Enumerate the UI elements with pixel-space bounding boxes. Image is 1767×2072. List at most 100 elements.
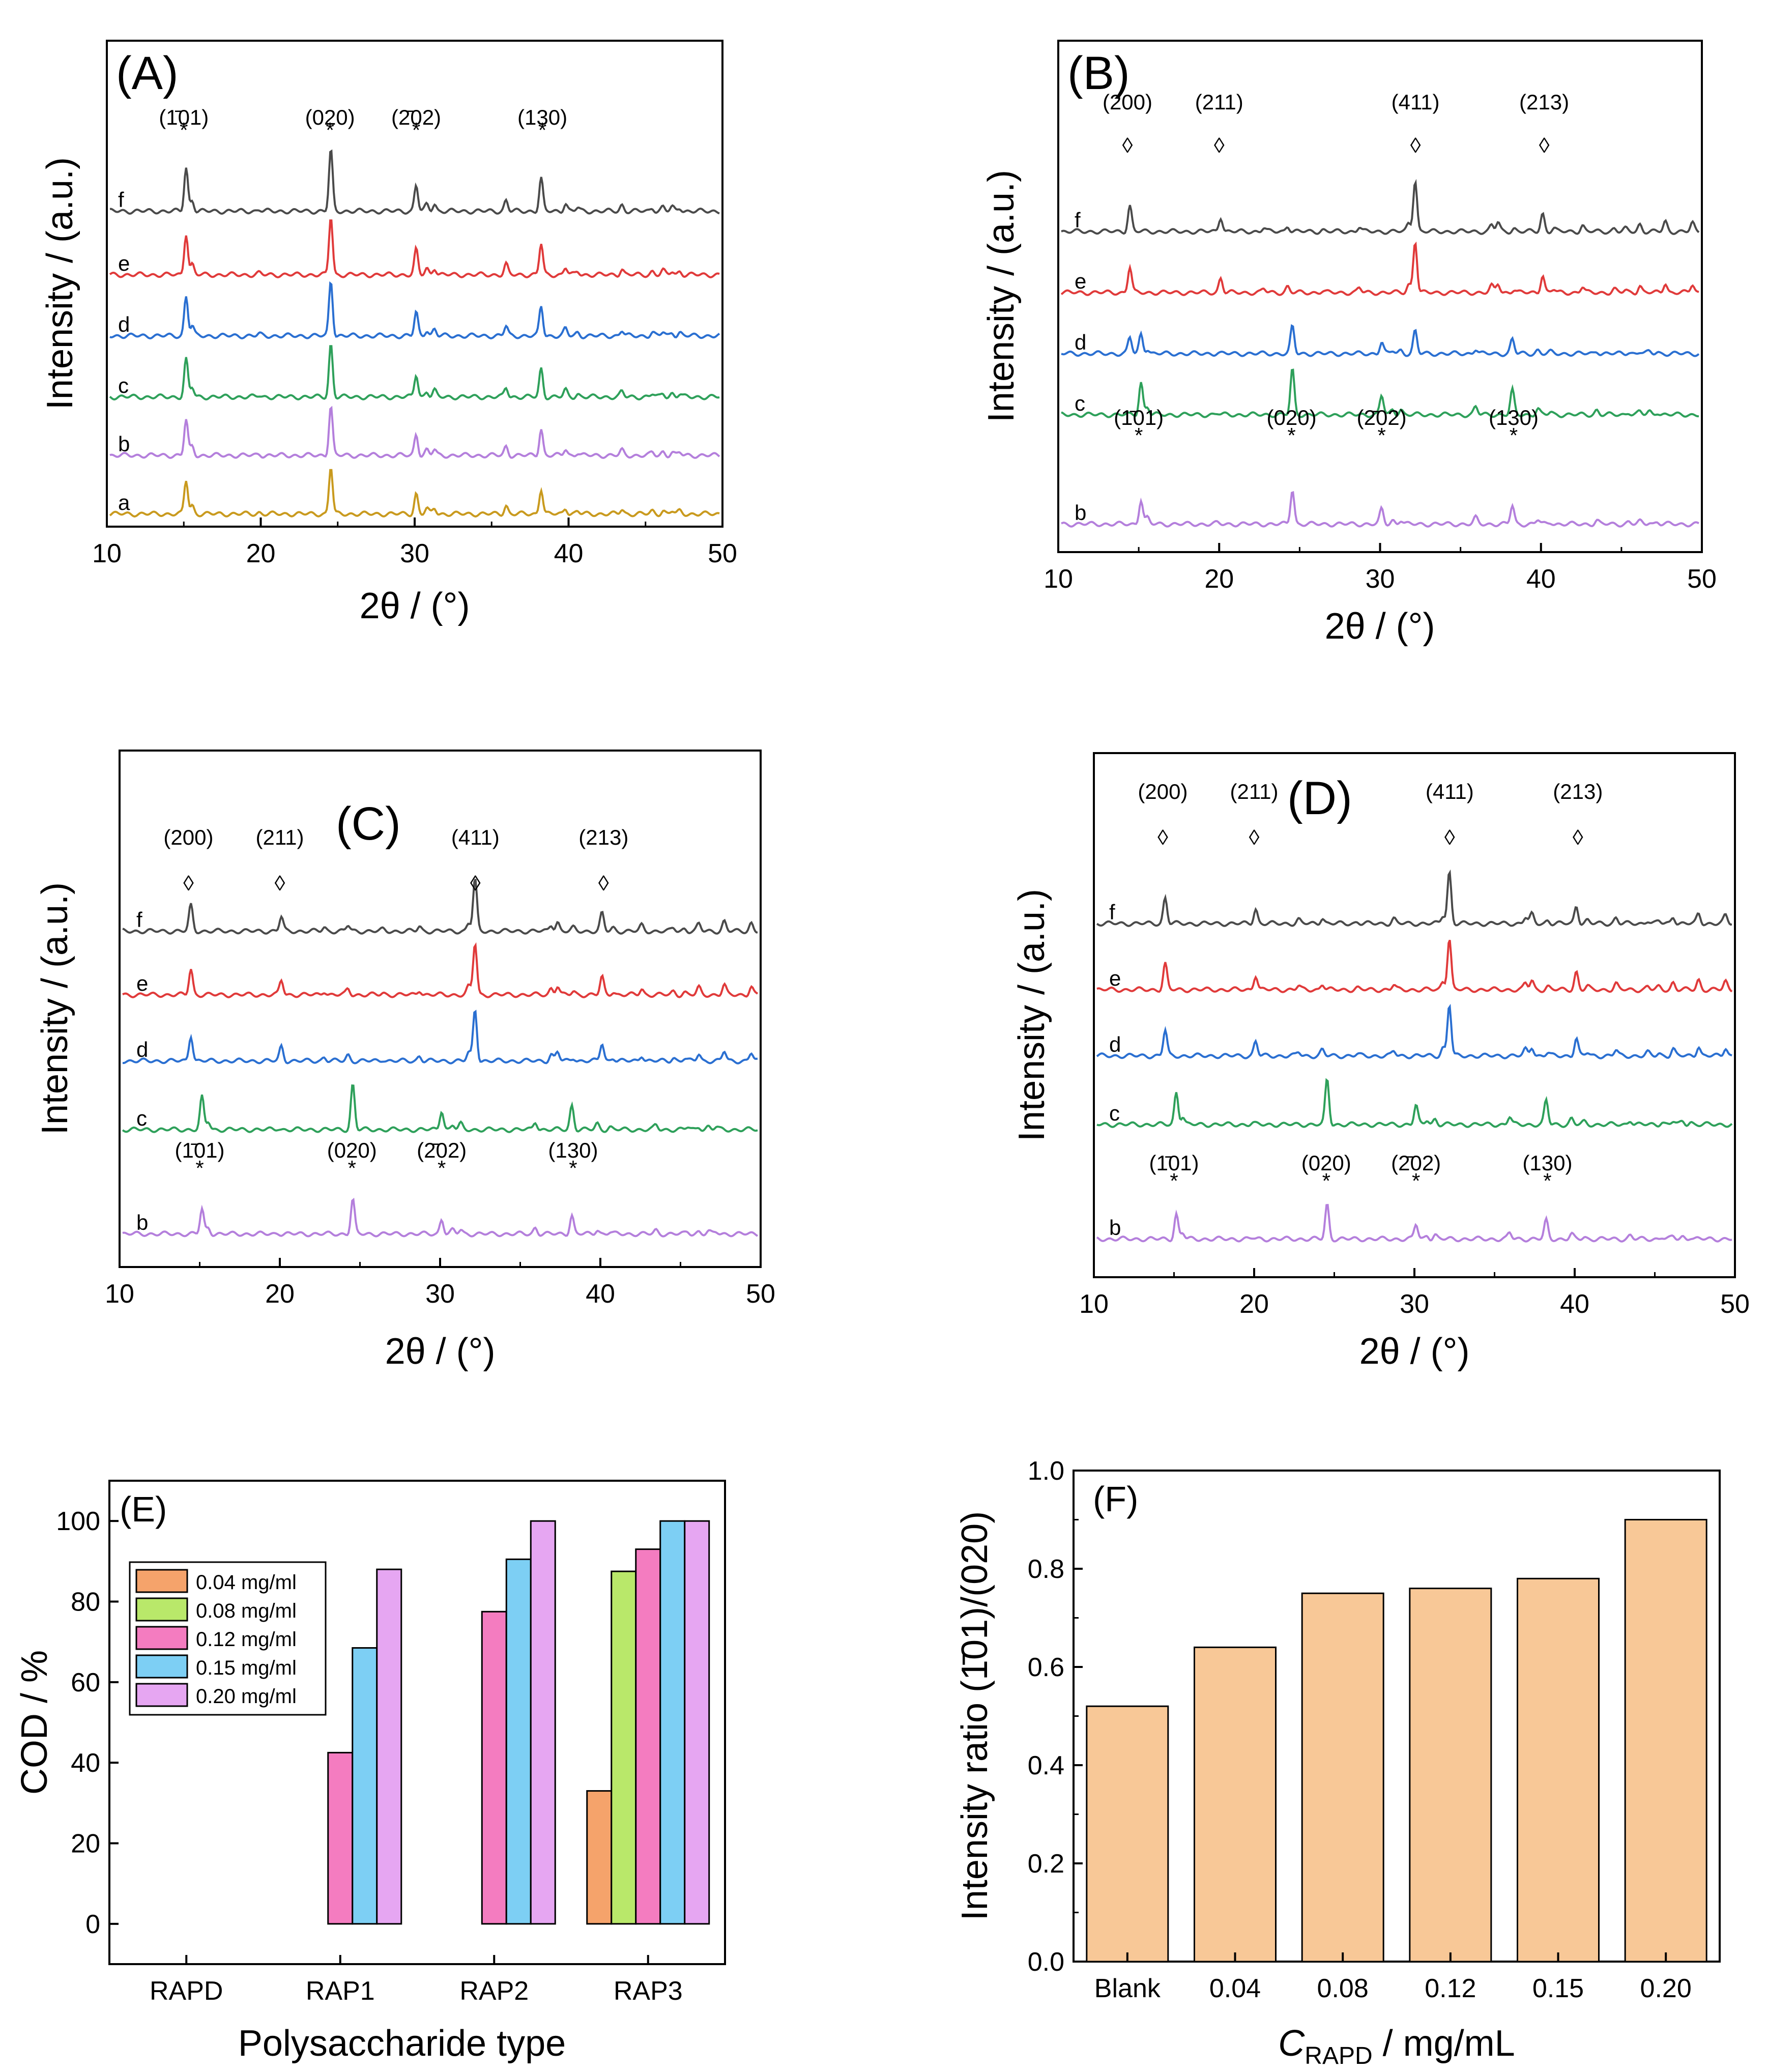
- panel-d-xlabel: 2θ / (°): [1359, 1331, 1470, 1372]
- panel-c-xlabel: 2θ / (°): [385, 1331, 496, 1372]
- legend-swatch: [135, 1597, 188, 1622]
- panel-b-xlabel: 2θ / (°): [1325, 606, 1435, 647]
- legend-label: 0.15 mg/ml: [196, 1657, 297, 1679]
- bar-RAP2-4: [530, 1520, 556, 1925]
- legend-swatch: [135, 1683, 188, 1707]
- panel-c-label: (C): [336, 798, 401, 850]
- x-category-label: Blank: [1094, 1974, 1161, 2003]
- y-tick-label: 100: [56, 1507, 100, 1536]
- panel-e-frame: [108, 1480, 726, 1965]
- peak-star-marker: *: [538, 118, 546, 142]
- peak-star-marker: *: [1543, 1169, 1551, 1193]
- x-tick-label: 20: [246, 539, 276, 568]
- x-tick-label: 50: [746, 1279, 775, 1309]
- panel-d-label: (D): [1287, 772, 1352, 824]
- panel-e-xlabel: Polysaccharide type: [238, 2023, 566, 2064]
- peak-diamond-marker: ◊: [1573, 825, 1583, 849]
- panel-c-xrd-chart: (C) 2θ / (°) Intensity / (a.u.) 10 20 30 40…: [35, 750, 775, 1372]
- hkl-label: (1̄01): [175, 1138, 224, 1162]
- x-category-label: 0.20: [1640, 1974, 1692, 2003]
- y-tick-label: 40: [71, 1748, 100, 1778]
- curve-label-d: d: [136, 1038, 148, 1061]
- xrd-curve-d: [1096, 1003, 1732, 1059]
- curve-label-c: c: [136, 1106, 147, 1130]
- x-tick-label: 50: [708, 539, 737, 568]
- panel-f-ratio-bar-chart: (F) CRAPD / mg/mL Intensity ratio (1̄01)…: [954, 1456, 1721, 2069]
- curve-label-e: e: [136, 971, 148, 995]
- y-tick-label: 0.6: [1028, 1653, 1064, 1682]
- bar-RAP3-1: [611, 1570, 637, 1925]
- x-tick-label: 10: [1044, 564, 1073, 594]
- panel-d-ylabel: Intensity / (a.u.): [1011, 889, 1052, 1141]
- hkl-label: (130): [517, 105, 567, 129]
- panel-f-yticks: 0.0 0.2 0.4 0.6 0.8 1.0: [1028, 1456, 1083, 1977]
- peak-diamond-marker: ◊: [1410, 133, 1421, 157]
- curve-label-b: b: [1075, 501, 1086, 525]
- xrd-curve-a: [109, 469, 720, 518]
- peak-star-marker: *: [1135, 423, 1143, 447]
- peak-star-marker: *: [180, 118, 188, 142]
- xrd-curve-e: [1096, 939, 1733, 993]
- x-category-label: RAPD: [150, 1976, 223, 2006]
- bar-RAP3-0: [586, 1790, 613, 1925]
- curve-label-f: f: [1075, 208, 1081, 232]
- panel-a-ylabel: Intensity / (a.u.): [40, 157, 80, 410]
- bar-0.04: [1194, 1646, 1277, 1963]
- y-tick-label: 80: [71, 1588, 100, 1617]
- xrd-curve-e: [122, 942, 759, 998]
- panel-a-xticks: 10 20 30 40 50: [92, 517, 737, 568]
- panel-e-label: (E): [120, 1489, 167, 1529]
- panel-e-categories: RAPD RAP1 RAP2 RAP3: [150, 1955, 683, 2006]
- x-category-label: 0.04: [1209, 1974, 1261, 2003]
- peak-star-marker: *: [348, 1156, 356, 1180]
- x-tick-label: 10: [105, 1279, 134, 1309]
- legend-swatch: [135, 1626, 188, 1650]
- panel-e-legend: 0.04 mg/ml 0.08 mg/ml 0.12 mg/ml 0.15 mg/ml…: [129, 1561, 327, 1716]
- curve-label-c: c: [118, 373, 129, 397]
- y-tick-label: 0.4: [1028, 1751, 1064, 1780]
- panel-a-xrd-chart: (A) 2θ / (°) Intensity / (a.u.) 10 20 30 40…: [40, 40, 737, 626]
- curve-label-b: b: [1109, 1216, 1121, 1240]
- hkl-label: (211): [1230, 780, 1279, 803]
- x-tick-label: 40: [1560, 1289, 1589, 1319]
- x-tick-label: 30: [400, 539, 429, 568]
- x-tick-label: 50: [1687, 564, 1717, 594]
- xrd-curve-f: [122, 878, 758, 935]
- hkl-label: (200): [163, 825, 213, 849]
- peak-diamond-marker: ◊: [183, 871, 194, 895]
- hkl-label: (213): [1519, 90, 1569, 114]
- curve-label-e: e: [1109, 966, 1121, 990]
- xrd-curve-c: [122, 1084, 758, 1133]
- peak-diamond-marker: ◊: [1249, 825, 1260, 849]
- peak-diamond-marker: ◊: [275, 871, 285, 895]
- panel-c-annotations: (200)◊(211)◊(411)◊(213)◊(1̄01)*(020)*(2̄…: [163, 825, 628, 1180]
- xrd-curve-e: [109, 219, 720, 278]
- curve-label-c: c: [1109, 1101, 1120, 1125]
- xrd-curve-b: [1061, 491, 1700, 528]
- x-category-label: RAP3: [614, 1976, 683, 2006]
- hkl-label: (411): [1426, 780, 1474, 803]
- peak-diamond-marker: ◊: [1539, 133, 1550, 157]
- peak-star-marker: *: [569, 1156, 577, 1180]
- hkl-label: (130): [1489, 406, 1539, 429]
- panel-e-bars: [327, 1520, 710, 1925]
- y-tick-label: 0.8: [1028, 1555, 1064, 1584]
- x-category-label: RAP2: [459, 1976, 529, 2006]
- peak-star-marker: *: [1377, 423, 1385, 447]
- legend-label: 0.20 mg/ml: [196, 1685, 297, 1708]
- xrd-curve-f: [1096, 869, 1732, 927]
- panel-b-curves: b c d e f: [1060, 179, 1700, 528]
- hkl-label: (2̄02): [417, 1138, 467, 1162]
- x-tick-label: 10: [1079, 1289, 1109, 1319]
- hkl-label: (213): [578, 825, 628, 849]
- x-tick-label: 40: [586, 1279, 615, 1309]
- x-tick-label: 40: [1526, 564, 1556, 594]
- y-tick-label: 0: [85, 1910, 100, 1939]
- x-category-label: 0.15: [1532, 1974, 1584, 2003]
- panel-f-ylabel: Intensity ratio (1̄01)/(020): [954, 1511, 995, 1920]
- curve-label-b: b: [136, 1211, 148, 1234]
- panel-b-label: (B): [1067, 47, 1130, 99]
- panel-f-xlabel-main: C: [1278, 2023, 1305, 2064]
- hkl-label: (020): [1267, 406, 1317, 429]
